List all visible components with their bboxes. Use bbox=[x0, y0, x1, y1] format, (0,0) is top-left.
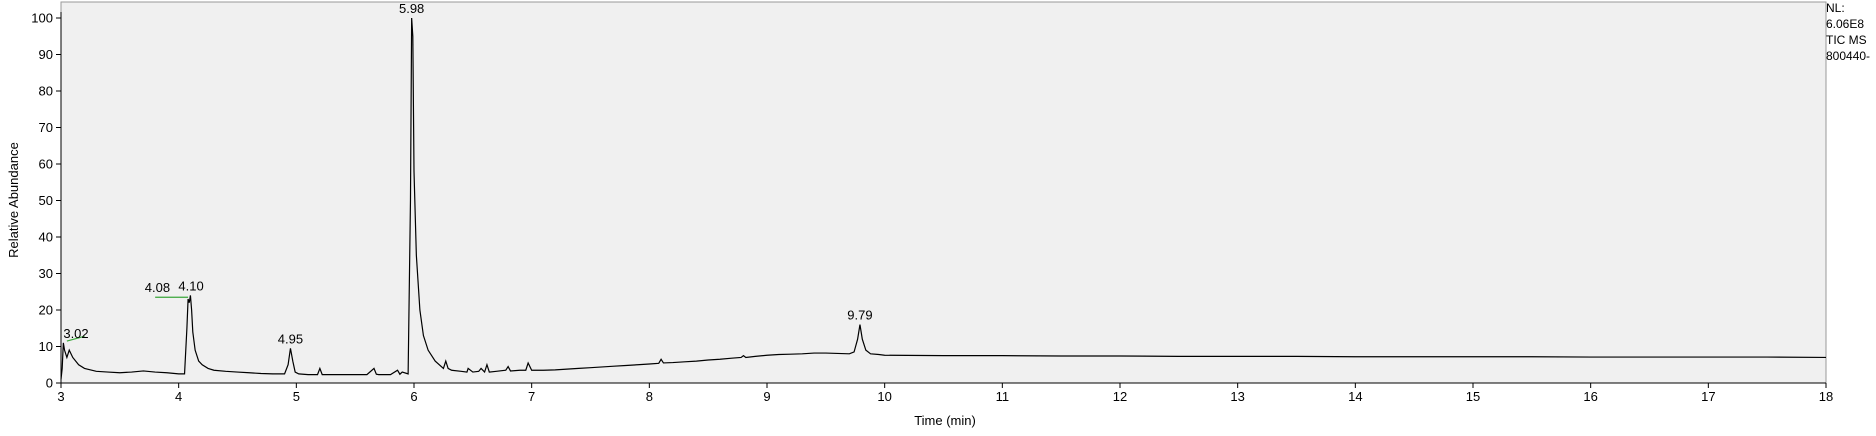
x-tick-label: 7 bbox=[528, 389, 535, 404]
y-tick-label: 90 bbox=[39, 47, 53, 62]
y-tick-label: 30 bbox=[39, 266, 53, 281]
y-tick-label: 20 bbox=[39, 303, 53, 318]
x-tick-label: 4 bbox=[175, 389, 182, 404]
info-panel: NL: 6.06E8 TIC MS 800440- bbox=[1826, 0, 1870, 64]
peak-label: 4.10 bbox=[178, 278, 203, 293]
x-axis-title: Time (min) bbox=[914, 413, 976, 428]
nl-value: 6.06E8 bbox=[1826, 17, 1865, 31]
x-tick-label: 9 bbox=[763, 389, 770, 404]
x-tick-label: 5 bbox=[293, 389, 300, 404]
peak-label: 4.95 bbox=[278, 331, 303, 346]
x-tick-label: 18 bbox=[1819, 389, 1833, 404]
peak-labels: 3.02 4.08 4.10 4.95 5.98 9.79 bbox=[63, 1, 872, 346]
peak-label: 3.02 bbox=[63, 326, 88, 341]
x-tick-label: 13 bbox=[1230, 389, 1244, 404]
axis-ticks: 0 10 20 30 40 50 60 70 80 90 100 3 4 5 6 7 8 9 10 11 12 13 14 1… bbox=[31, 11, 1833, 405]
baseline-markers bbox=[66, 296, 189, 342]
x-tick-label: 6 bbox=[410, 389, 417, 404]
x-tick-label: 10 bbox=[877, 389, 891, 404]
y-tick-label: 0 bbox=[46, 376, 53, 391]
y-tick-label: 60 bbox=[39, 157, 53, 172]
scan-filter-label: TIC MS bbox=[1826, 33, 1867, 47]
baseline-marker bbox=[66, 335, 85, 342]
y-tick-label: 100 bbox=[31, 11, 53, 26]
peak-label: 4.08 bbox=[145, 280, 170, 295]
plot-area bbox=[60, 1, 1827, 384]
x-tick-label: 12 bbox=[1113, 389, 1127, 404]
x-tick-label: 8 bbox=[646, 389, 653, 404]
x-tick-label: 3 bbox=[57, 389, 64, 404]
x-tick-label: 14 bbox=[1348, 389, 1362, 404]
x-tick-label: 16 bbox=[1583, 389, 1597, 404]
y-tick-label: 40 bbox=[39, 230, 53, 245]
y-tick-label: 70 bbox=[39, 120, 53, 135]
tic-trace-line bbox=[60, 17, 1827, 380]
x-tick-label: 15 bbox=[1466, 389, 1480, 404]
peak-label: 5.98 bbox=[399, 1, 424, 16]
y-tick-label: 80 bbox=[39, 84, 53, 99]
y-axis-title: Relative Abundance bbox=[6, 142, 21, 258]
file-id-label: 800440- bbox=[1826, 49, 1871, 63]
nl-label: NL: bbox=[1826, 1, 1845, 15]
x-tick-label: 17 bbox=[1701, 389, 1715, 404]
x-tick-label: 11 bbox=[996, 389, 1010, 404]
y-tick-label: 10 bbox=[39, 339, 53, 354]
y-tick-label: 50 bbox=[39, 193, 53, 208]
peak-label: 9.79 bbox=[847, 308, 872, 323]
